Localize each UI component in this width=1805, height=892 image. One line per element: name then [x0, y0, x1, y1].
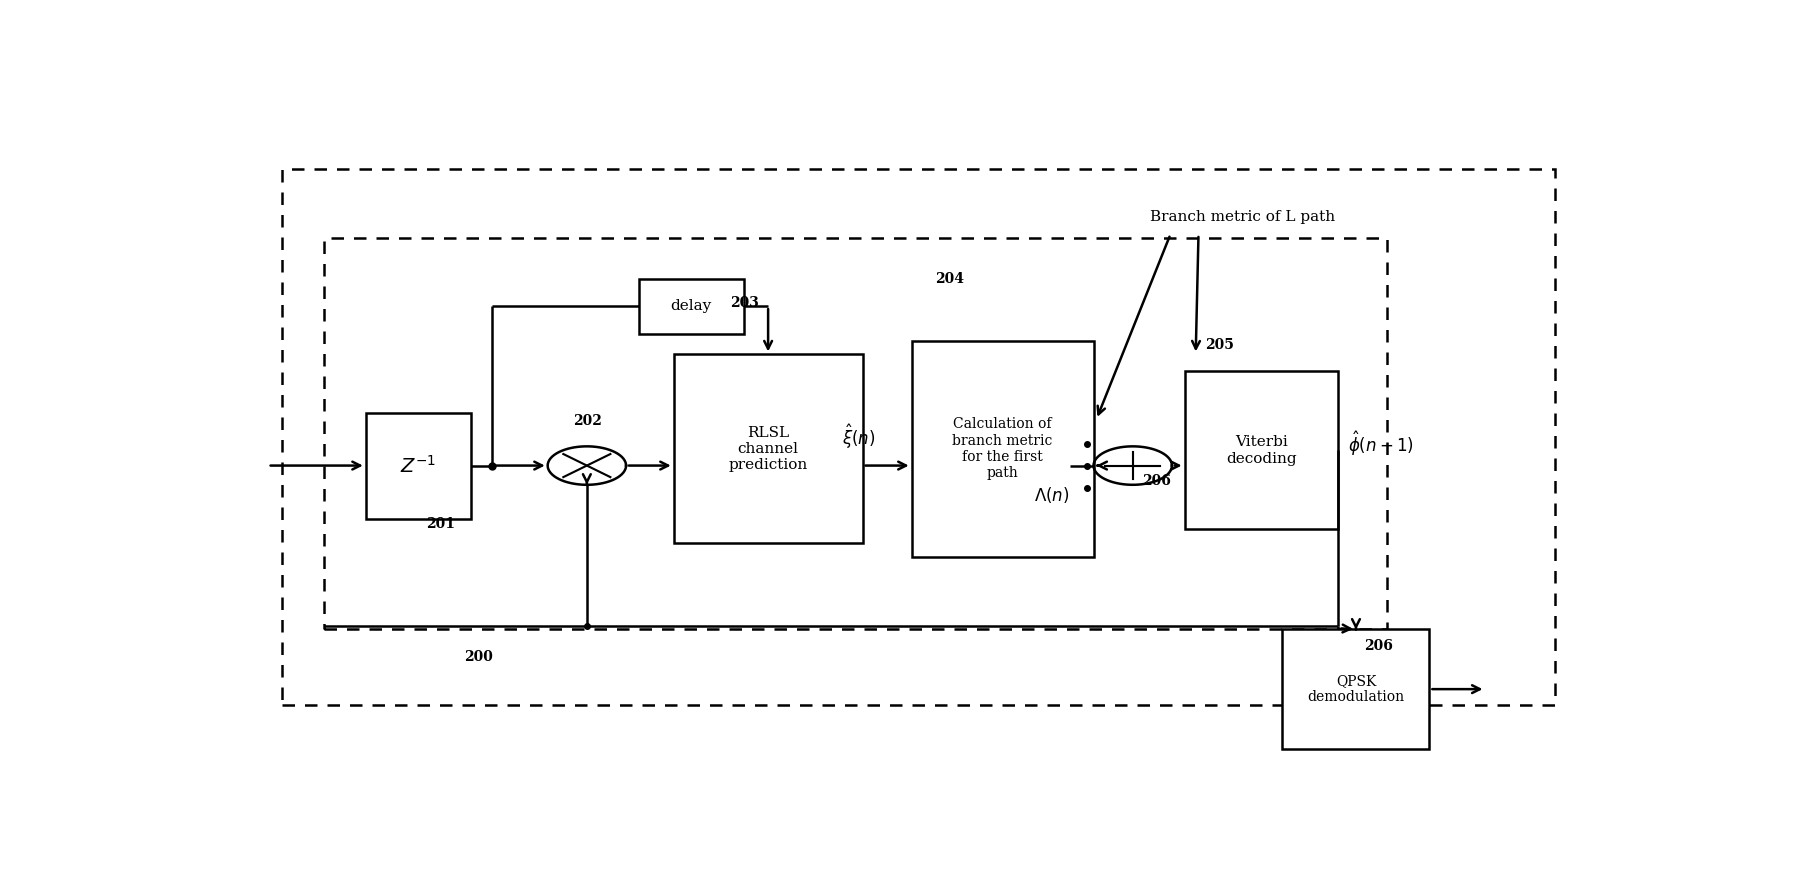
Bar: [323, 237, 1386, 629]
Text: 205: 205: [1206, 338, 1233, 352]
Bar: [912, 341, 1094, 557]
Text: RLSL
channel
prediction: RLSL channel prediction: [727, 425, 807, 472]
Bar: [1184, 371, 1338, 530]
Text: Calculation of
branch metric
for the first
path: Calculation of branch metric for the fir…: [951, 417, 1052, 480]
Text: Branch metric of L path: Branch metric of L path: [1150, 210, 1334, 224]
Bar: [673, 354, 863, 543]
Text: Viterbi
decoding: Viterbi decoding: [1226, 435, 1296, 466]
Text: 202: 202: [572, 414, 601, 428]
Bar: [365, 413, 471, 519]
Text: 206: 206: [1143, 475, 1171, 488]
Text: QPSK
demodulation: QPSK demodulation: [1307, 674, 1404, 705]
Text: 203: 203: [729, 296, 758, 310]
Text: 200: 200: [464, 649, 493, 664]
Bar: [639, 278, 744, 334]
Text: 204: 204: [935, 272, 964, 285]
Text: $Z^{-1}$: $Z^{-1}$: [401, 455, 437, 477]
Bar: [282, 169, 1554, 705]
Text: delay: delay: [670, 299, 711, 313]
Text: $\hat{\phi}(n-1)$: $\hat{\phi}(n-1)$: [1348, 429, 1413, 458]
Text: $\hat{\xi}(n)$: $\hat{\xi}(n)$: [841, 423, 875, 451]
Text: $\Lambda(n)$: $\Lambda(n)$: [1032, 485, 1069, 505]
Bar: [1282, 629, 1430, 749]
Text: 201: 201: [426, 517, 455, 531]
Text: 206: 206: [1363, 640, 1392, 653]
